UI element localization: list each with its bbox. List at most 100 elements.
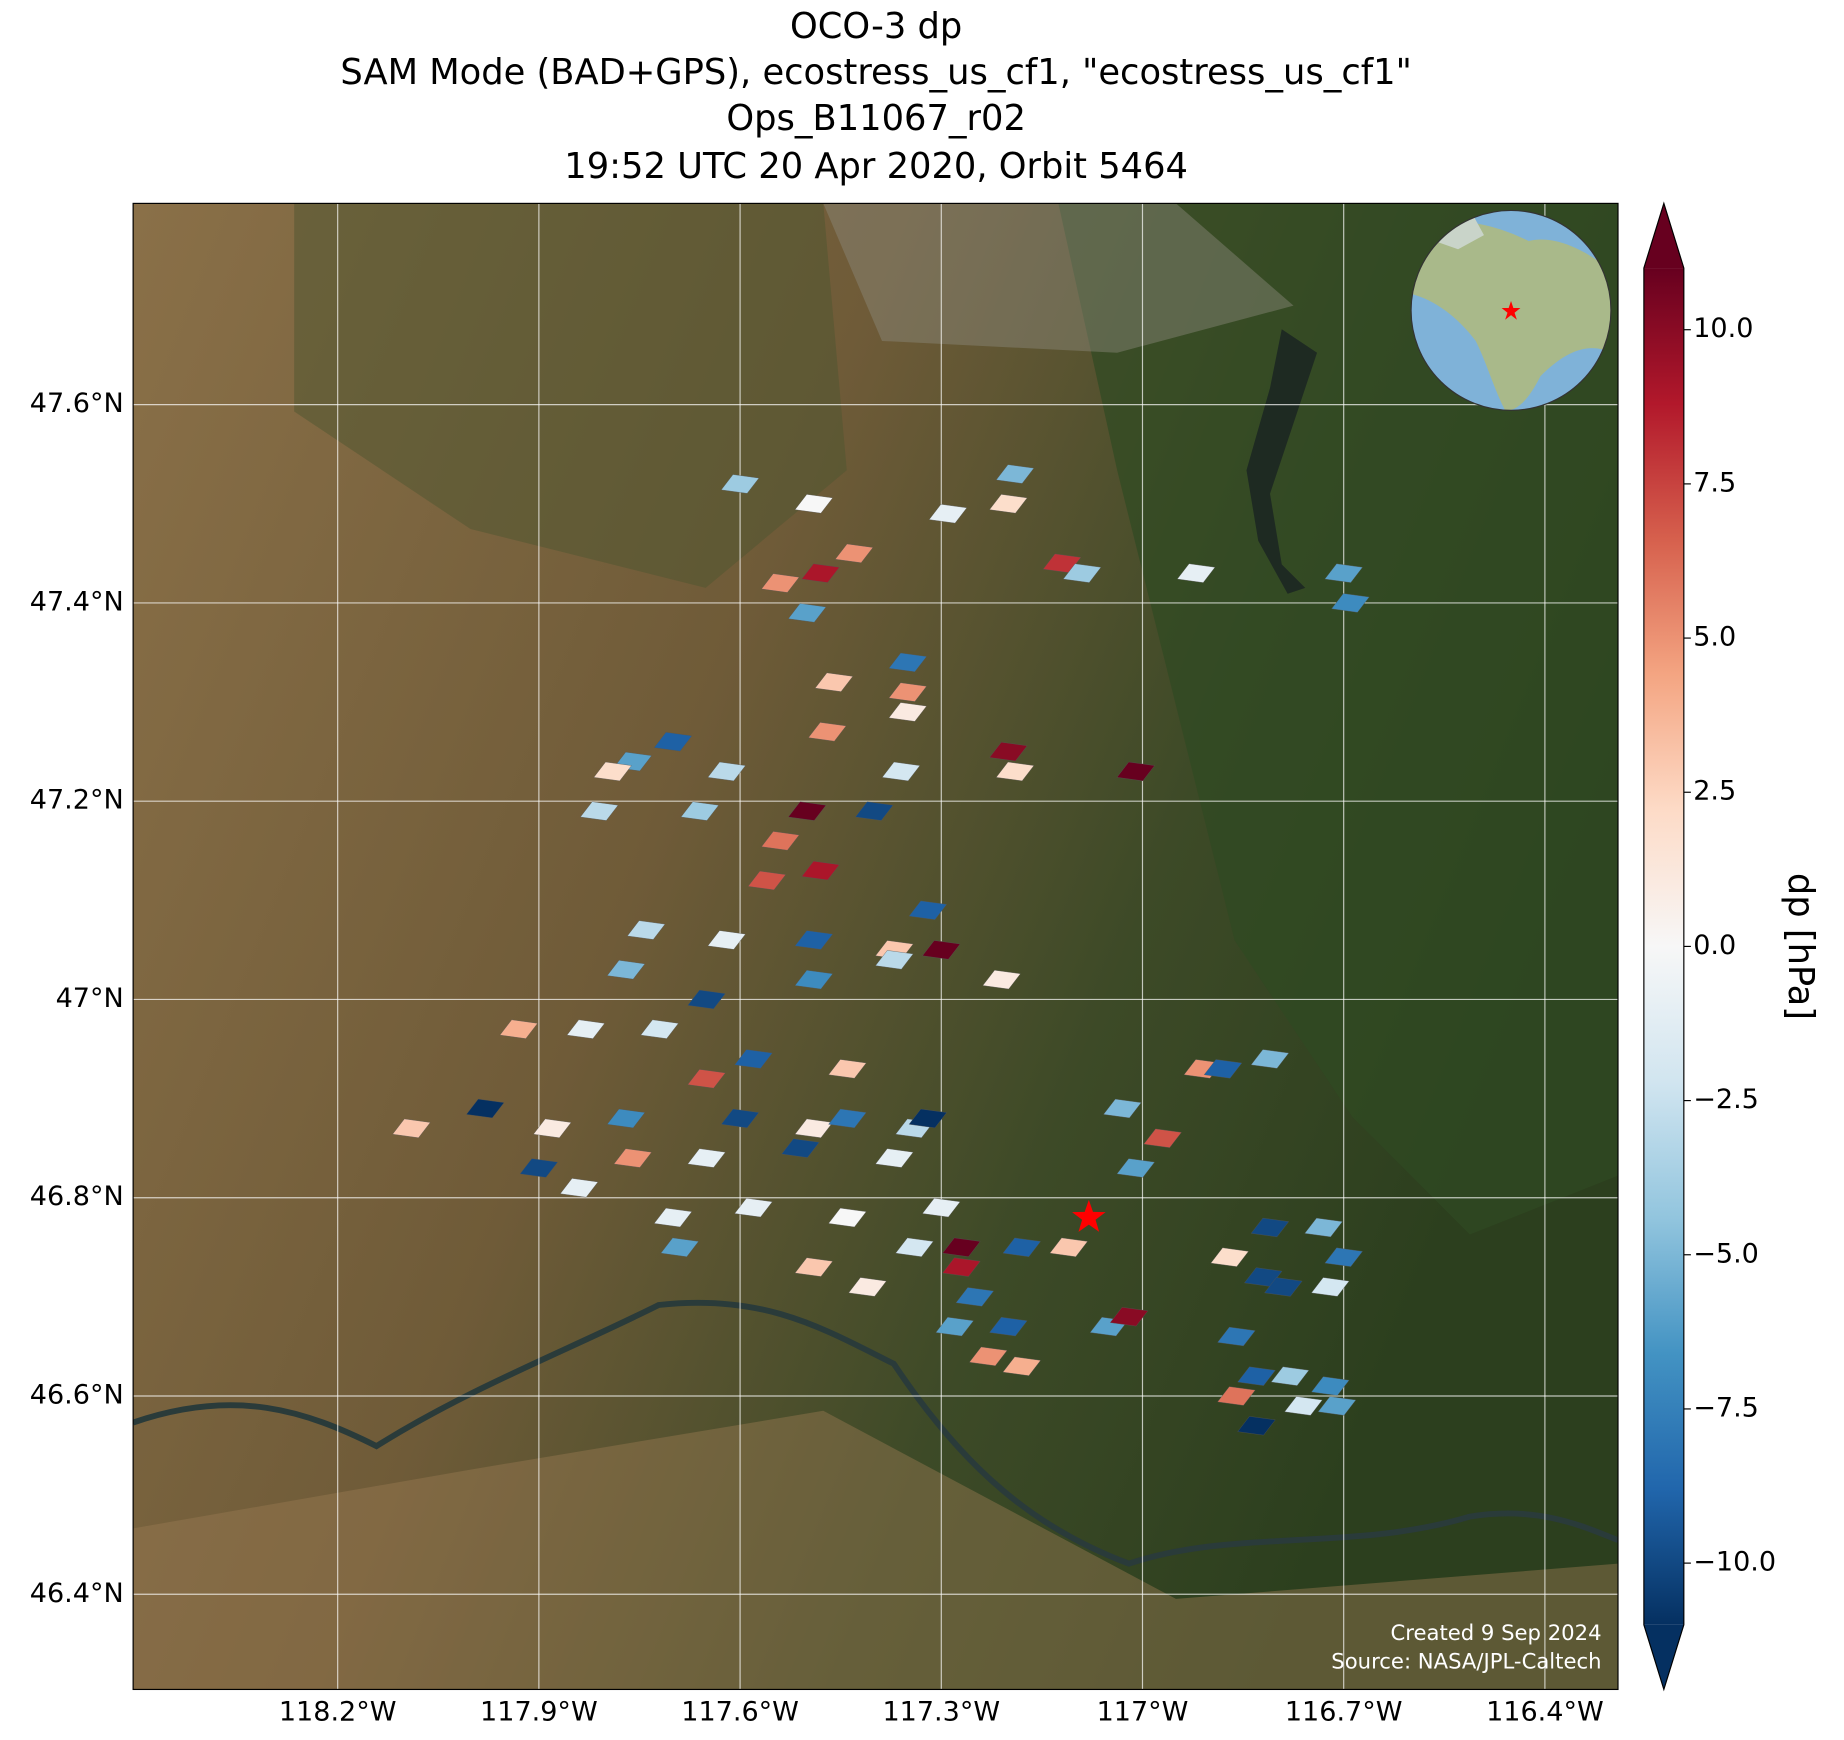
sounding-footprint <box>888 682 927 702</box>
sounding-footprint <box>1324 1247 1363 1267</box>
sounding-footprint <box>1203 1059 1243 1079</box>
x-tick-label: 117.6°W <box>681 1696 799 1727</box>
sounding-footprint <box>1250 1217 1290 1238</box>
colorbar-label: dp [hPa] <box>1780 873 1821 1020</box>
sounding-footprint <box>566 1019 605 1039</box>
sounding-footprint <box>734 1198 773 1218</box>
sounding-footprint <box>687 989 726 1010</box>
sounding-footprint <box>1237 1366 1276 1386</box>
title-line: Ops_B11067_r02 <box>726 98 1026 139</box>
sounding-footprint <box>466 1098 505 1119</box>
sounding-footprint <box>1331 593 1370 613</box>
globe-inset <box>1410 209 1612 411</box>
sounding-footprint <box>761 831 800 851</box>
sounding-footprint <box>653 1207 693 1228</box>
colorbar-frame <box>1643 201 1685 1692</box>
sounding-footprint <box>720 474 760 494</box>
colorbar-tick-label: −2.5 <box>1693 1084 1759 1115</box>
sounding-footprint <box>580 801 619 821</box>
x-tick-label: 117.3°W <box>882 1696 1000 1727</box>
colorbar-tick-label: −10.0 <box>1693 1547 1776 1578</box>
sounding-footprint <box>995 464 1035 484</box>
sounding-footprint <box>707 761 746 782</box>
sounding-footprint <box>687 1148 726 1168</box>
target-marker <box>1072 1199 1106 1232</box>
sounding-footprint <box>720 1108 760 1129</box>
colorbar-tick-label: −7.5 <box>1693 1392 1759 1423</box>
title-line: SAM Mode (BAD+GPS), ecostress_us_cf1, "e… <box>340 52 1411 93</box>
y-tick-label: 47.4°N <box>30 586 124 617</box>
sounding-footprint <box>1116 761 1155 782</box>
sounding-footprint <box>808 722 847 742</box>
sounding-footprint <box>1002 1237 1041 1257</box>
colorbar-tick-label: 10.0 <box>1693 313 1753 344</box>
sounding-footprint <box>687 1069 726 1089</box>
sounding-footprint <box>989 494 1028 514</box>
sounding-footprint <box>969 1346 1008 1366</box>
sounding-footprint <box>660 1237 699 1257</box>
sounding-footprint <box>1049 1237 1088 1257</box>
sounding-footprint <box>794 970 833 990</box>
sounding-footprint <box>942 1257 981 1277</box>
sounding-footprint <box>982 970 1021 990</box>
sounding-footprint <box>955 1287 994 1307</box>
colorbar-tick-label: 0.0 <box>1693 930 1736 961</box>
sounding-footprint <box>828 1059 867 1079</box>
sounding-footprint <box>707 930 746 950</box>
sounding-footprint <box>640 1019 679 1039</box>
sounding-footprint <box>834 543 874 563</box>
sounding-footprint <box>1217 1386 1256 1406</box>
sounding-footprint <box>794 930 833 950</box>
sounding-footprint <box>519 1158 559 1178</box>
sounding-footprint <box>627 920 666 940</box>
colorbar-tick-label: 7.5 <box>1693 467 1736 498</box>
title-line: OCO-3 dp <box>790 6 962 47</box>
sounding-footprint <box>1250 1049 1290 1069</box>
sounding-footprint <box>801 860 840 881</box>
y-tick-label: 46.4°N <box>30 1578 124 1609</box>
colorbar-tick-label: −5.0 <box>1693 1238 1759 1269</box>
sounding-footprint <box>653 732 693 752</box>
sounding-footprint <box>613 1148 652 1168</box>
x-tick-label: 116.7°W <box>1285 1696 1403 1727</box>
sounding-footprint <box>801 563 840 583</box>
y-tick-label: 46.8°N <box>30 1181 124 1212</box>
sounding-footprint <box>1264 1277 1303 1297</box>
sounding-footprint <box>392 1118 431 1138</box>
y-tick-label: 47.2°N <box>30 785 124 816</box>
sounding-footprint <box>734 1049 773 1069</box>
sounding-footprint <box>1210 1247 1249 1267</box>
sounding-footprint <box>855 801 894 821</box>
sounding-footprint <box>1284 1396 1323 1416</box>
annotation: Source: NASA/JPL-Caltech <box>1331 1648 1601 1673</box>
annotation: Created 9 Sep 2024 <box>1390 1620 1601 1645</box>
sounding-footprint <box>794 494 833 514</box>
sounding-footprint <box>995 761 1035 782</box>
sounding-footprint <box>1062 563 1102 583</box>
sounding-footprint <box>895 1237 934 1257</box>
sounding-footprint <box>499 1019 538 1039</box>
colorbar-tick-label: 5.0 <box>1693 622 1736 653</box>
sounding-footprint <box>828 1108 867 1129</box>
sounding-footprint <box>680 801 719 821</box>
sounding-footprint <box>788 603 827 623</box>
sounding-footprint <box>1116 1158 1155 1178</box>
sounding-footprint <box>788 801 827 821</box>
colorbar <box>1643 268 1684 1625</box>
sounding-footprint <box>989 1317 1028 1337</box>
y-tick-label: 46.6°N <box>30 1380 124 1411</box>
sounding-footprint <box>881 761 921 782</box>
sounding-footprint <box>875 1148 914 1168</box>
sounding-footprint <box>935 1317 974 1337</box>
sounding-footprint <box>928 504 968 524</box>
sounding-footprint <box>606 960 646 980</box>
sounding-footprint <box>908 900 948 920</box>
sounding-footprint <box>888 702 927 722</box>
sounding-footprint <box>1311 1376 1350 1396</box>
sounding-footprint <box>761 573 800 593</box>
colorbar-extend-high <box>1643 203 1684 269</box>
y-tick-label: 47°N <box>56 983 124 1014</box>
sounding-footprint <box>794 1257 833 1277</box>
sounding-footprint <box>606 1108 646 1129</box>
sounding-footprint <box>559 1178 599 1198</box>
